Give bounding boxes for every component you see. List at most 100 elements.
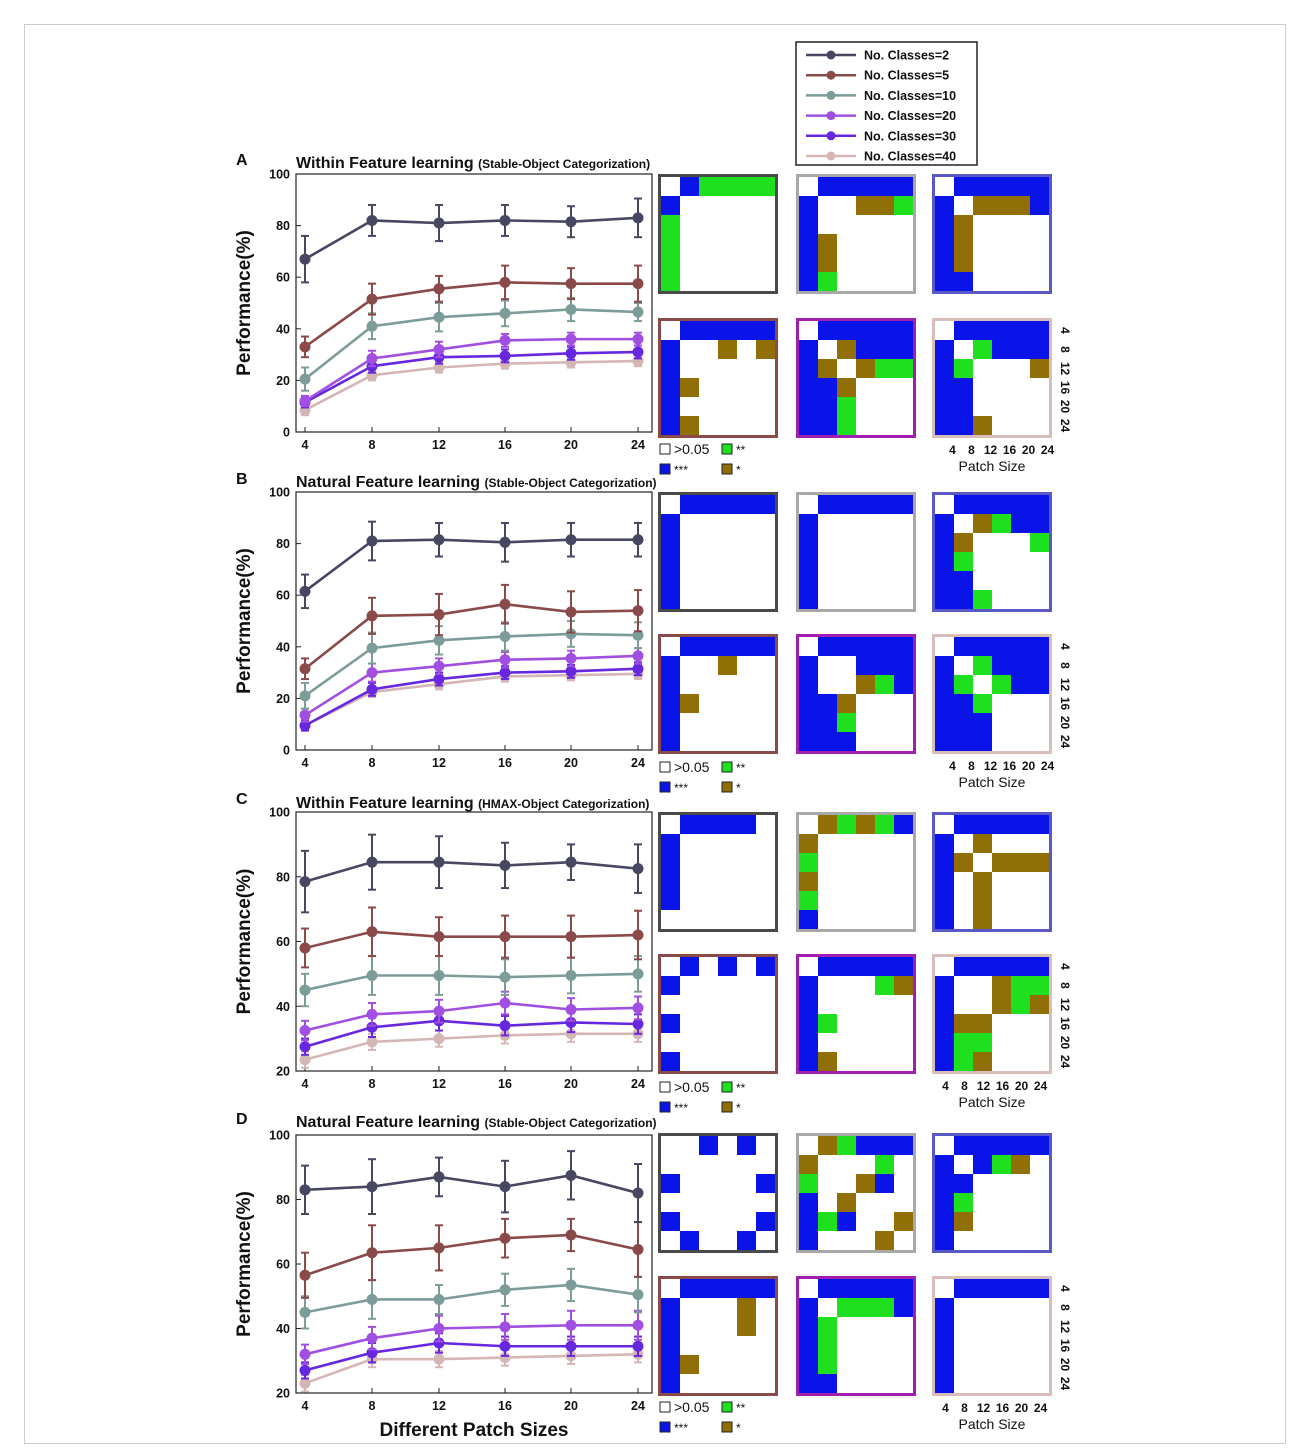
- matrix-cell: [699, 552, 719, 572]
- matrix-cell: [837, 815, 857, 835]
- matrix-cell: [875, 675, 895, 695]
- x-tick-label: 12: [432, 1077, 446, 1091]
- matrix-cell: [837, 533, 857, 553]
- matrix-cell: [894, 340, 914, 360]
- patch-tick-row: 24: [1058, 1377, 1072, 1391]
- matrix-cell: [1030, 976, 1050, 996]
- matrix-cell: [992, 533, 1012, 553]
- matrix-cell: [818, 1298, 838, 1318]
- matrix-cell: [875, 533, 895, 553]
- matrix-cell: [935, 976, 955, 996]
- series-1: [299, 197, 644, 284]
- matrix-cell: [799, 1212, 819, 1232]
- matrix-cell: [699, 910, 719, 930]
- figure-frame: [24, 24, 1286, 1444]
- panel-title-main: Natural Feature learning: [296, 1114, 485, 1131]
- patch-tick-row: 16: [1058, 381, 1072, 395]
- matrix-cell: [661, 340, 681, 360]
- matrix-cell: [894, 416, 914, 436]
- data-point: [366, 667, 378, 679]
- matrix-cell: [799, 215, 819, 235]
- matrix-cell: [756, 1212, 776, 1232]
- matrix-frame: [932, 318, 1052, 438]
- matrix-cell: [954, 321, 974, 341]
- matrix-cell: [894, 910, 914, 930]
- matrix-cell: [1011, 1317, 1031, 1337]
- patch-tick-col: 24: [1041, 759, 1055, 773]
- matrix-cell: [718, 637, 738, 657]
- matrix-cell: [856, 321, 876, 341]
- y-tick-label: 40: [276, 322, 290, 336]
- matrix-cell: [737, 514, 757, 534]
- data-point: [433, 311, 445, 323]
- matrix-cell: [935, 1374, 955, 1394]
- matrix-cell: [837, 590, 857, 610]
- matrix-cell: [699, 656, 719, 676]
- matrix-cell: [756, 675, 776, 695]
- patch-tick-col: 4: [949, 759, 956, 773]
- series-line: [304, 1032, 638, 1061]
- matrix-cell: [1011, 957, 1031, 977]
- matrix-cell: [856, 1355, 876, 1375]
- matrix-cell: [856, 234, 876, 254]
- series-legend: No. Classes=2 No. Classes=5 No. Classes=10…: [795, 41, 978, 166]
- matrix-cell: [894, 272, 914, 292]
- x-tick-label: 20: [564, 1399, 578, 1413]
- matrix-cell: [935, 416, 955, 436]
- matrix-cell: [856, 378, 876, 398]
- matrix-cell: [699, 1193, 719, 1213]
- matrix-cell: [699, 1155, 719, 1175]
- data-point: [366, 535, 378, 547]
- matrix-cell: [718, 1279, 738, 1299]
- matrix-cell: [1030, 571, 1050, 591]
- y-tick-label: 100: [269, 1129, 290, 1143]
- matrix-cell: [699, 1033, 719, 1053]
- matrix-cell: [756, 1317, 776, 1337]
- matrix-cell: [799, 1279, 819, 1299]
- matrix-cell: [973, 514, 993, 534]
- matrix-cell: [718, 215, 738, 235]
- data-point: [366, 926, 378, 938]
- matrix-cell: [661, 1231, 681, 1251]
- matrix-cell: [737, 732, 757, 752]
- data-point: [366, 969, 378, 981]
- matrix-cell: [856, 1374, 876, 1394]
- matrix-cell: [799, 1174, 819, 1194]
- series-line: [304, 1283, 639, 1314]
- matrix-cell: [856, 995, 876, 1015]
- patch-tick-col: 20: [1015, 1401, 1029, 1415]
- matrix-cell: [737, 1014, 757, 1034]
- matrix-cell: [737, 1052, 757, 1072]
- matrix-cell: [973, 1052, 993, 1072]
- legend-swatch: [659, 781, 671, 793]
- matrix-cell: [954, 732, 974, 752]
- matrix-cell: [992, 416, 1012, 436]
- x-tick-label: 24: [631, 438, 645, 452]
- matrix-cell: [856, 590, 876, 610]
- matrix-cell: [799, 1231, 819, 1251]
- matrix-cell: [973, 1193, 993, 1213]
- data-point: [565, 347, 577, 359]
- matrix-cell: [818, 533, 838, 553]
- patch-tick-row: 8: [1058, 346, 1072, 353]
- matrix-cell: [837, 891, 857, 911]
- x-tick-label: 16: [498, 1399, 512, 1413]
- series-3: [299, 620, 644, 710]
- matrix-cell: [661, 1155, 681, 1175]
- matrix-cell: [875, 1155, 895, 1175]
- panel-subtitle: (Stable-Object Categorization): [485, 476, 657, 490]
- matrix-cell: [875, 1174, 895, 1194]
- matrix-cell: [756, 272, 776, 292]
- data-point: [632, 534, 644, 546]
- significance-matrix: [658, 318, 778, 438]
- matrix-cell: [954, 815, 974, 835]
- series-line: [304, 632, 639, 697]
- data-point: [632, 1319, 644, 1331]
- patch-size-label: Patch Size: [959, 458, 1026, 474]
- matrix-cell: [756, 995, 776, 1015]
- matrix-cell: [661, 253, 681, 273]
- matrix-cell: [818, 1317, 838, 1337]
- matrix-cell: [1011, 340, 1031, 360]
- matrix-cell: [799, 196, 819, 216]
